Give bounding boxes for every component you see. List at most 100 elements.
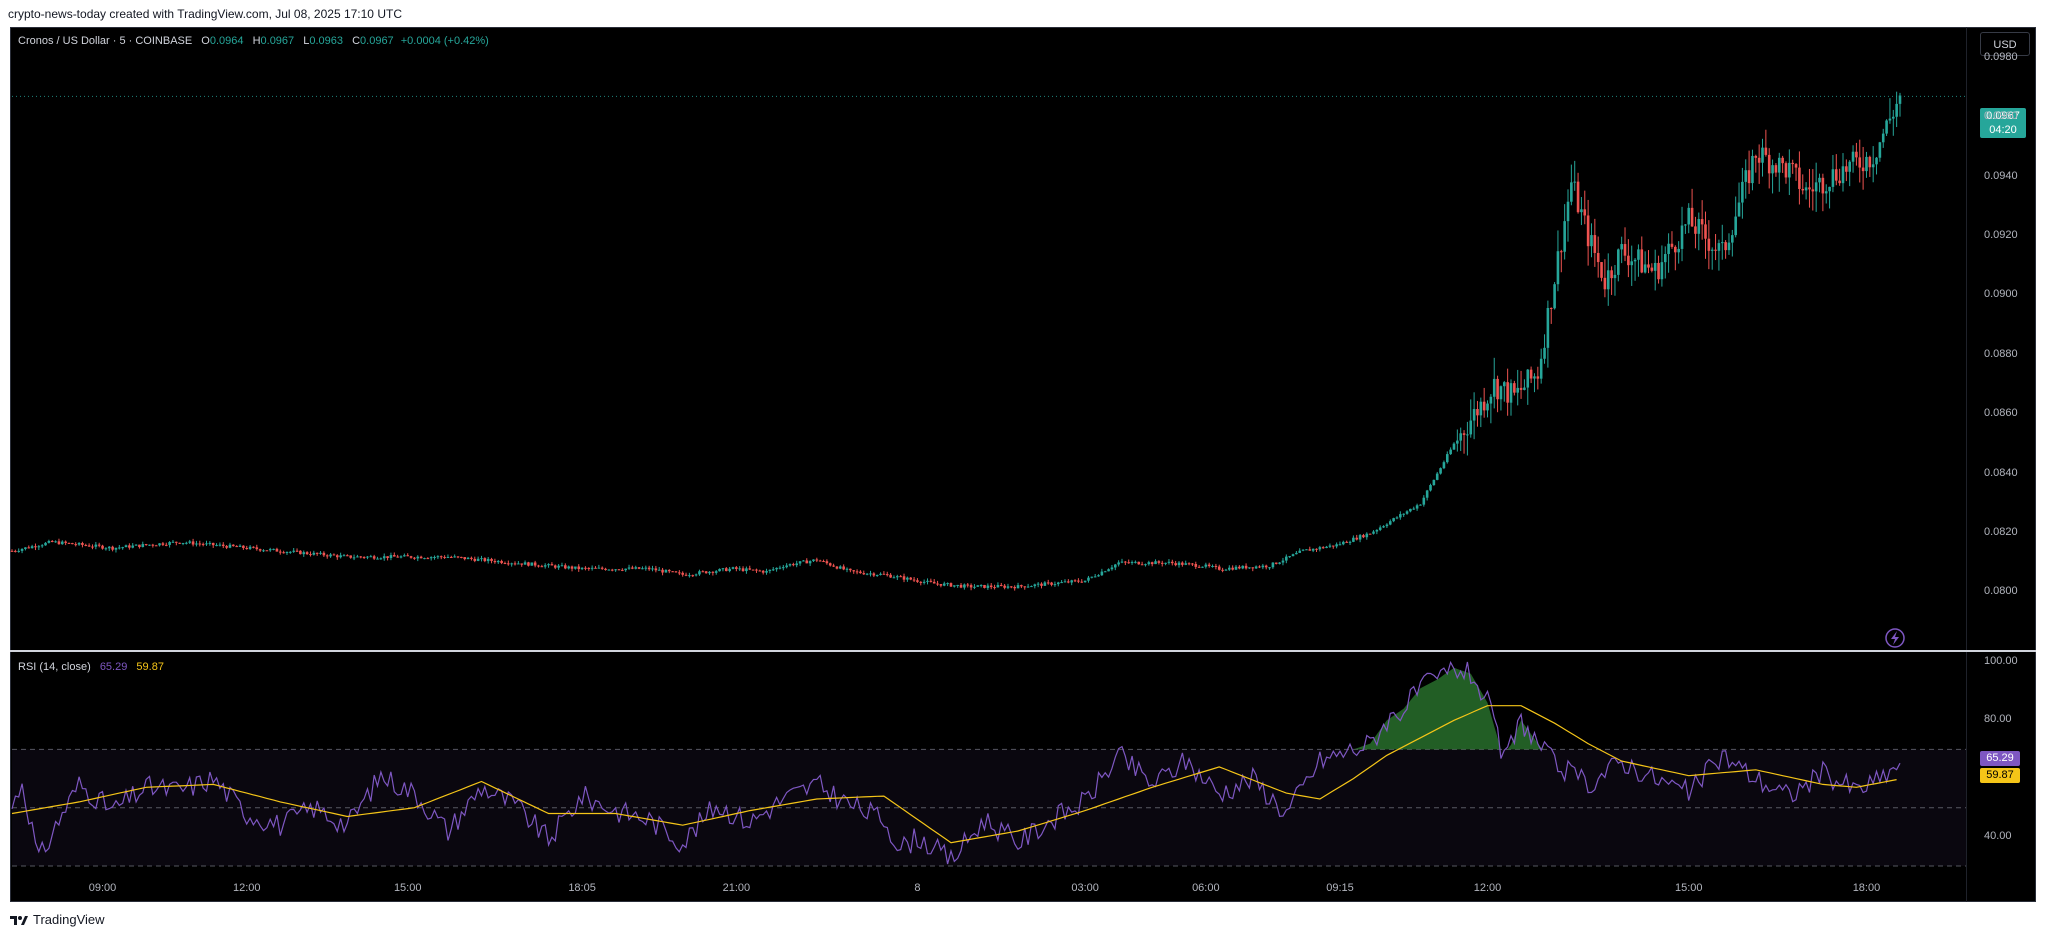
- candle-body: [953, 585, 956, 587]
- candle-body: [647, 567, 651, 570]
- candle-body: [1757, 157, 1761, 163]
- candle-body: [1445, 454, 1449, 463]
- price-tick-label: 0.0900: [1984, 288, 2018, 301]
- candle-body: [1660, 262, 1664, 280]
- candle-body: [520, 563, 524, 565]
- symbol-legend[interactable]: Cronos / US Dollar · 5 · COINBASE O0.096…: [18, 35, 489, 47]
- rsi-tick-label: 40.00: [1984, 829, 2012, 842]
- candle-body: [1640, 249, 1644, 273]
- candle-body: [1331, 545, 1335, 547]
- candle-body: [20, 548, 24, 551]
- candle-body: [1479, 401, 1483, 416]
- candle-body: [835, 566, 839, 569]
- candle-body: [815, 559, 819, 561]
- candle-body: [493, 560, 497, 563]
- candle-body: [842, 566, 845, 570]
- candle-body: [161, 543, 165, 545]
- lightning-icon-bolt: [1891, 631, 1899, 645]
- candle-body: [631, 567, 634, 569]
- candle-body: [1251, 567, 1255, 569]
- candle-body: [1261, 565, 1265, 568]
- candle-body: [1449, 449, 1452, 455]
- candle-body: [268, 549, 272, 551]
- candle-body: [1814, 182, 1818, 192]
- candle-body: [1650, 267, 1654, 271]
- candle-body: [1409, 508, 1412, 512]
- candle-body: [278, 551, 282, 553]
- candle-body: [661, 569, 664, 573]
- candle-body: [500, 560, 503, 564]
- chart-frame[interactable]: [10, 27, 2036, 902]
- candle-body: [1801, 188, 1805, 191]
- candle-body: [758, 570, 762, 572]
- candle-body: [731, 567, 735, 569]
- price-axis-separator: [1966, 27, 1967, 902]
- candle-body: [1311, 548, 1315, 551]
- candle-body: [832, 565, 835, 567]
- candle-body: [64, 541, 67, 543]
- candle-body: [735, 567, 738, 569]
- candle-body: [1580, 209, 1583, 213]
- candle-body: [1328, 545, 1332, 547]
- candle-body: [24, 547, 27, 549]
- candle-body: [312, 552, 316, 555]
- candle-body: [359, 556, 363, 558]
- low-label: L: [303, 35, 310, 47]
- candle-body: [309, 554, 312, 556]
- rsi-legend[interactable]: RSI (14, close) 65.29 59.87: [18, 661, 164, 673]
- candle-body: [580, 567, 584, 570]
- candle-body: [164, 544, 168, 546]
- candle-body: [688, 575, 691, 577]
- candle-body: [902, 576, 906, 580]
- candle-body: [496, 560, 500, 563]
- candle-body: [1174, 563, 1177, 566]
- candle-body: [1073, 580, 1077, 582]
- candle-body: [1432, 479, 1436, 486]
- candle-body: [1429, 485, 1432, 491]
- candle-body: [932, 581, 936, 584]
- time-tick-label: 18:00: [1852, 882, 1881, 894]
- pane-divider[interactable]: [10, 650, 2036, 652]
- candle-body: [657, 569, 661, 571]
- candle-body: [755, 569, 758, 571]
- lightning-icon-ring: [1885, 628, 1905, 648]
- candle-body: [426, 558, 430, 560]
- candle-body: [919, 581, 923, 583]
- candle-body: [248, 546, 252, 549]
- lightning-icon[interactable]: [1885, 628, 1905, 648]
- candle-body: [1526, 369, 1530, 388]
- candle-body: [644, 567, 648, 569]
- bar-countdown: 04:20: [1989, 124, 2017, 136]
- candle-body: [436, 556, 440, 558]
- candle-body: [718, 568, 721, 572]
- candle-body: [1583, 209, 1587, 216]
- candle-body: [1382, 526, 1385, 528]
- candle-body: [1707, 238, 1711, 251]
- footer-brand[interactable]: TradingView: [10, 912, 105, 927]
- candle-body: [1670, 243, 1674, 247]
- candle-body: [949, 583, 953, 587]
- currency-button[interactable]: USD: [1980, 32, 2030, 56]
- candle-body: [1798, 167, 1801, 189]
- candle-body: [1083, 580, 1087, 583]
- candle-body: [946, 583, 949, 585]
- candle-body: [10, 550, 14, 552]
- candle-body: [1285, 556, 1288, 561]
- candle-body: [761, 570, 765, 573]
- candle-body: [1167, 561, 1171, 563]
- candle-body: [1891, 116, 1895, 119]
- candle-body: [989, 585, 993, 588]
- candle-body: [1667, 243, 1670, 255]
- candle-body: [1305, 549, 1308, 551]
- candle-body: [392, 555, 396, 557]
- candle-body: [349, 555, 352, 558]
- candle-body: [1221, 569, 1224, 571]
- candle-body: [47, 540, 51, 543]
- candle-body: [1103, 571, 1107, 573]
- candle-body: [560, 565, 564, 567]
- candle-body: [899, 576, 902, 578]
- candle-body: [590, 567, 594, 569]
- candle-body: [118, 547, 121, 549]
- candle-body: [1482, 401, 1486, 411]
